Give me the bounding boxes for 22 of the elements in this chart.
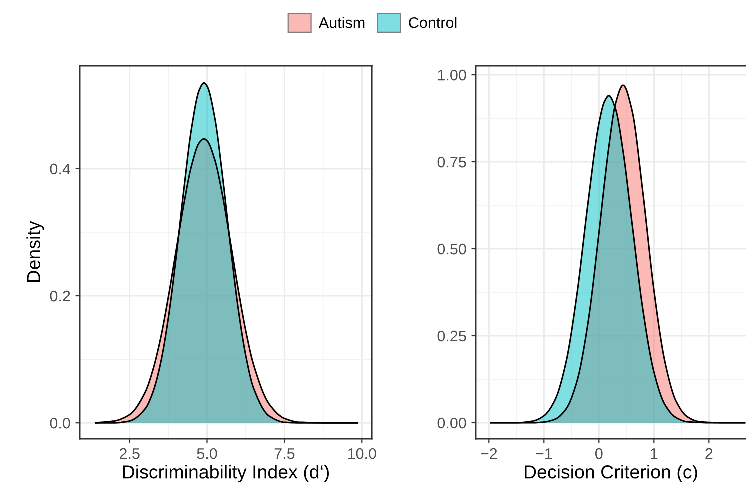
y-tick-label: 0.50 <box>438 244 466 255</box>
x-tick-label: 7.5 <box>274 448 295 460</box>
y-tick-label: 0.4 <box>50 164 70 175</box>
x-tick-label: −1 <box>536 448 552 460</box>
legend-label: Autism <box>318 17 365 28</box>
x-axis-title: Discriminability Index (d‘) <box>123 465 330 483</box>
x-tick-label: −2 <box>481 448 498 460</box>
x-tick-label: 2.5 <box>120 448 140 460</box>
y-axis-title: Density <box>26 221 44 282</box>
y-tick-label: 0.2 <box>50 290 70 302</box>
y-tick-label: 0.0 <box>50 418 70 429</box>
legend-label: Control <box>409 17 457 28</box>
x-axis-title: Decision Criterion (c) <box>524 465 698 483</box>
y-tick-label: 0.25 <box>438 330 466 342</box>
x-tick-label: 2 <box>706 448 713 460</box>
x-tick-label: 5.0 <box>197 448 218 460</box>
x-tick-label: 1 <box>651 448 658 460</box>
y-tick-label: 0.00 <box>438 418 466 429</box>
x-tick-label: 10.0 <box>348 448 376 460</box>
x-tick-label: 0 <box>596 448 603 460</box>
y-tick-label: 0.75 <box>438 156 466 168</box>
y-tick-label: 1.00 <box>438 70 466 81</box>
